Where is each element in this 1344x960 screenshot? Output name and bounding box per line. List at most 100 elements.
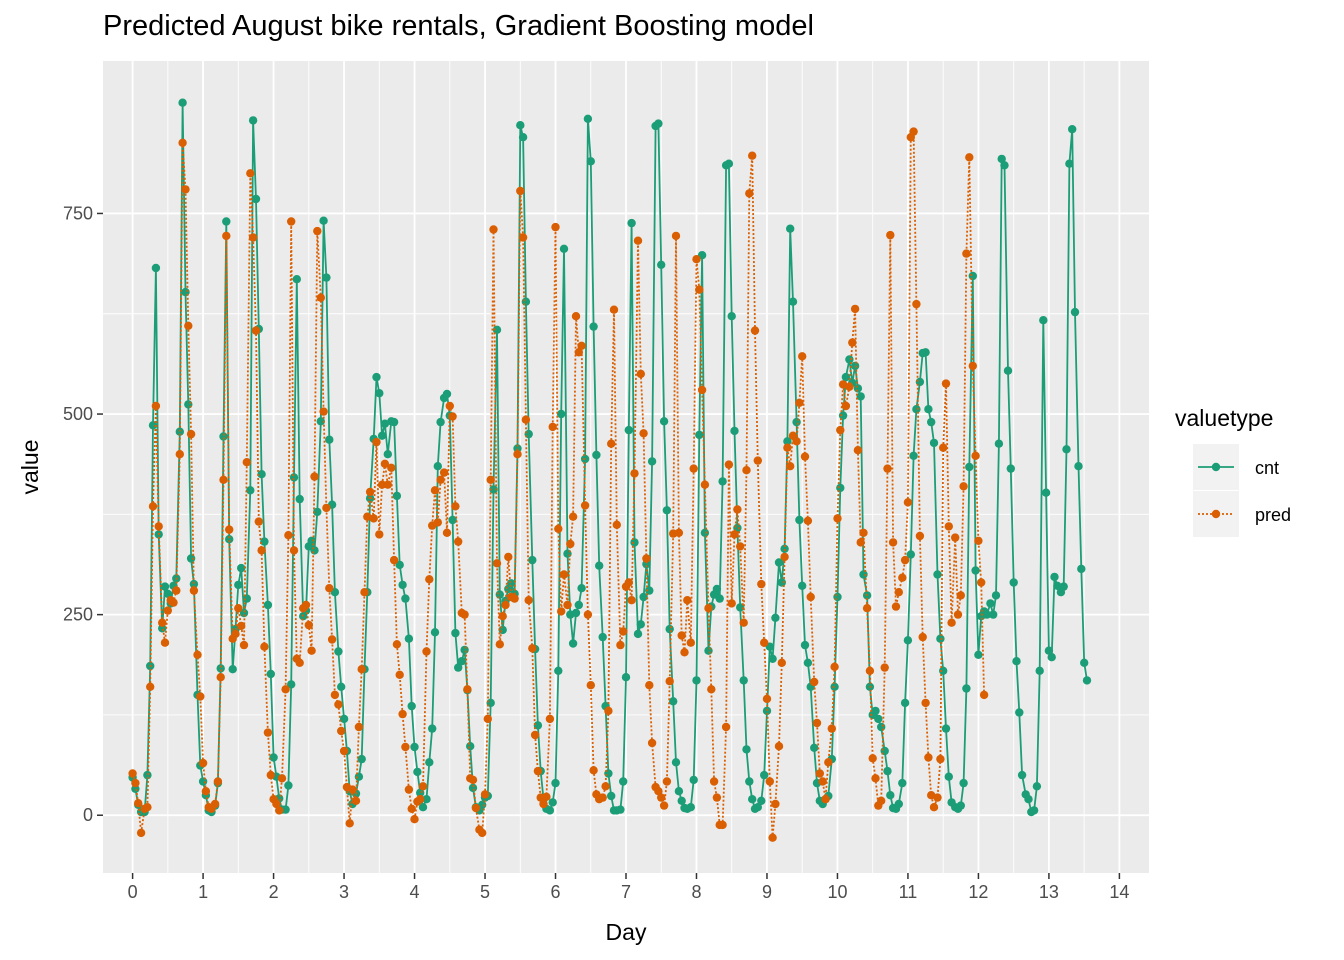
data-point-pred [313,226,322,236]
data-point-pred [803,516,813,525]
data-point-pred [365,487,375,497]
data-point-cnt [654,119,663,128]
data-point-cnt [965,462,974,472]
data-point-pred [647,738,657,748]
data-point-pred [383,480,392,489]
data-point-pred [762,694,772,704]
data-point-pred [478,828,487,838]
data-point-cnt [260,537,269,546]
data-point-cnt [357,754,366,764]
data-point-pred [771,799,780,809]
data-point-pred [903,498,913,507]
data-point-pred [304,620,313,630]
x-tick-label: 10 [827,882,847,902]
data-point-cnt [874,714,883,724]
data-point-cnt [619,777,628,786]
data-point-pred [363,512,372,521]
data-point-pred [201,787,211,796]
data-point-pred [169,598,178,607]
data-point-cnt [774,558,784,567]
data-point-pred [554,524,563,533]
data-point-pred [242,458,251,467]
data-point-cnt [319,216,328,225]
data-point-pred [633,236,643,245]
data-point-cnt [398,580,407,590]
legend-label-cnt: cnt [1255,458,1279,478]
data-point-pred [489,225,498,234]
data-point-cnt [624,425,633,435]
data-point-pred [219,475,228,484]
x-tick-label: 2 [269,882,279,902]
data-point-pred [387,463,396,472]
data-point-cnt [289,473,299,482]
data-point-pred [451,502,460,511]
data-point-cnt [559,244,569,253]
data-point-pred [745,189,754,198]
data-point-pred [783,443,792,452]
data-point-cnt [551,778,560,788]
data-point-pred [372,437,381,447]
data-point-pred [912,299,921,309]
data-point-cnt [163,589,172,598]
data-point-pred [460,610,469,619]
data-point-pred [898,573,907,582]
data-point-pred [418,782,428,791]
data-point-pred [627,596,636,605]
data-point-pred [721,722,731,732]
data-point-pred [939,443,948,452]
data-point-cnt [198,777,208,786]
data-point-cnt [1017,770,1027,780]
data-point-pred [210,799,220,809]
data-point-cnt [433,462,442,471]
data-point-cnt [492,325,502,334]
data-point-cnt [466,742,475,751]
data-point-cnt [616,805,625,814]
data-point-pred [953,610,963,619]
y-tick-label: 0 [83,805,93,825]
data-point-cnt [724,159,734,168]
data-point-cnt [577,584,586,593]
data-point-pred [845,382,854,391]
data-point-cnt [753,803,762,812]
data-point-pred [528,644,537,653]
data-point-pred [422,647,431,656]
data-point-pred [850,304,860,314]
legend-label-pred: pred [1255,505,1291,525]
data-point-pred [718,820,727,830]
data-point-pred [448,412,457,421]
data-point-cnt [586,157,595,166]
data-point-pred [700,480,710,489]
data-point-pred [128,769,137,778]
data-point-cnt [489,485,498,494]
data-point-cnt [906,550,915,559]
data-point-pred [539,799,548,809]
data-point-cnt [339,714,349,724]
data-point-cnt [959,778,968,788]
data-point-cnt [1068,125,1077,134]
data-point-cnt [803,658,813,667]
data-point-cnt [251,194,261,204]
data-point-pred [351,796,361,805]
data-point-pred [929,803,939,812]
data-point-pred [915,531,925,541]
data-point-pred [707,685,716,694]
data-point-pred [877,796,886,805]
legend-key-point-cnt [1211,462,1221,472]
data-point-pred [856,538,865,547]
series-line-cnt [131,101,1088,813]
data-point-pred [888,538,898,547]
data-point-pred [272,799,281,809]
data-point-cnt [974,650,983,659]
data-point-cnt [307,536,316,545]
data-point-cnt [689,775,698,785]
data-point-cnt [372,372,381,382]
data-point-pred [697,385,707,395]
data-point-pred [404,785,414,794]
data-point-pred [883,464,892,473]
data-point-cnt [742,745,751,754]
data-point-pred [327,635,337,644]
data-point-pred [841,401,851,411]
data-point-pred [830,662,839,671]
data-point-cnt [718,477,727,486]
data-point-pred [862,604,872,613]
